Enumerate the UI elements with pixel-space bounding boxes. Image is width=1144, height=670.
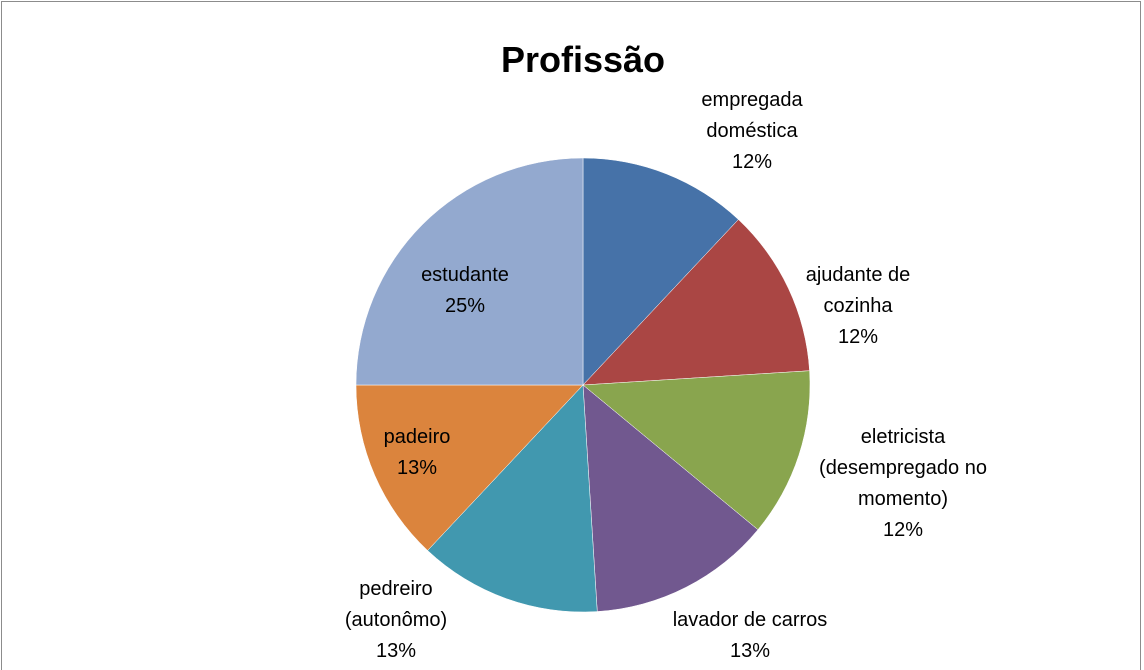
pie-slice [582,157,739,386]
slice-label: estudante 25% [405,260,525,322]
pie-slice [427,384,598,613]
value-label: 12% [882,519,924,541]
value-label: 13% [396,457,438,479]
slice-label: empregada doméstica 12% [677,85,827,178]
pie-slice [582,370,811,531]
chart-title: Profissão [500,39,666,80]
slice-label: ajudante de cozinha 12% [793,260,923,353]
pie-slice [582,219,810,386]
value-label: 13% [729,640,771,662]
category-label: pedreiro (autonômo) [344,578,448,631]
slice-label: eletricista (desempregado no momento) 12% [808,422,998,546]
value-label: 12% [837,326,879,348]
category-label: estudante [421,264,509,286]
pie-slice [582,384,759,612]
value-label: 12% [731,151,773,173]
value-label: 25% [444,295,486,317]
category-label: lavador de carros [672,609,828,631]
slice-label: padeiro 13% [357,422,477,484]
slice-label: pedreiro (autonômo) 13% [321,574,471,667]
pie-slice [355,157,584,386]
value-label: 13% [375,640,417,662]
pie-slice [355,384,584,551]
category-label: ajudante de cozinha [805,264,911,317]
slice-label: lavador de carros 13% [635,605,865,667]
category-label: eletricista (desempregado no momento) [819,426,987,510]
category-label: empregada doméstica [701,89,803,142]
category-label: padeiro [383,426,451,448]
